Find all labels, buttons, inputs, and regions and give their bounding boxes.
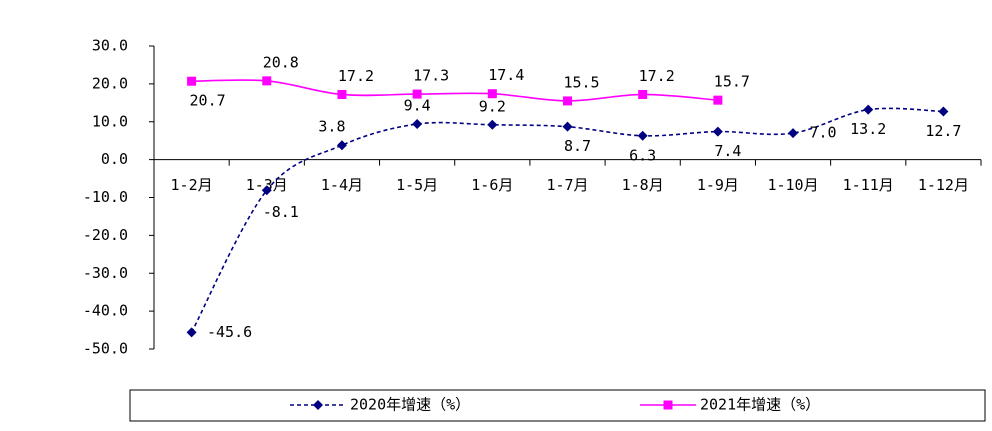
y-tick-label: -30.0 xyxy=(83,264,128,282)
x-tick-label: 1-11月 xyxy=(843,176,894,194)
marker xyxy=(336,140,347,151)
y-tick-label: -10.0 xyxy=(83,188,128,206)
data-label: 13.2 xyxy=(850,120,886,138)
marker xyxy=(938,106,949,117)
marker xyxy=(637,130,648,141)
data-label: 15.7 xyxy=(714,73,750,91)
data-label: 3.8 xyxy=(318,118,345,136)
marker xyxy=(262,76,272,86)
y-tick-label: 10.0 xyxy=(92,112,128,130)
x-tick-label: 1-4月 xyxy=(321,176,363,194)
marker xyxy=(563,96,572,106)
series-line xyxy=(191,79,718,102)
x-tick-label: 1-6月 xyxy=(471,176,513,194)
marker xyxy=(487,89,497,99)
y-tick-label: -40.0 xyxy=(83,302,128,320)
marker xyxy=(412,119,423,130)
x-tick-label: 1-12月 xyxy=(918,176,969,194)
marker xyxy=(713,95,723,105)
data-label: 6.3 xyxy=(629,146,656,164)
y-tick-label: 0.0 xyxy=(101,150,128,168)
marker xyxy=(788,128,799,139)
marker xyxy=(863,104,874,115)
data-label: 17.3 xyxy=(413,67,449,85)
marker xyxy=(562,121,573,132)
legend-label: 2021年增速（%） xyxy=(700,396,820,414)
marker xyxy=(187,76,197,86)
data-label: 7.0 xyxy=(809,124,836,142)
marker xyxy=(337,89,347,99)
marker xyxy=(412,89,422,99)
data-label: 17.2 xyxy=(639,67,675,85)
x-tick-label: 1-2月 xyxy=(171,176,213,194)
legend-label: 2020年增速（%） xyxy=(350,396,470,414)
x-tick-label: 1-5月 xyxy=(396,176,438,194)
data-label: 7.4 xyxy=(714,142,741,160)
legend-box xyxy=(129,389,986,422)
marker xyxy=(261,185,272,196)
marker xyxy=(638,89,648,99)
data-label: 9.4 xyxy=(404,97,431,115)
y-tick-label: 30.0 xyxy=(92,37,128,55)
data-label: 9.2 xyxy=(479,97,506,115)
x-tick-label: 1-8月 xyxy=(622,176,664,194)
data-label: 8.7 xyxy=(564,137,591,155)
marker xyxy=(663,400,673,410)
y-tick-label: -50.0 xyxy=(83,340,128,358)
data-label: -45.6 xyxy=(207,323,252,341)
data-label: 17.4 xyxy=(488,66,524,84)
marker xyxy=(313,400,323,410)
data-label: 12.7 xyxy=(925,122,961,140)
x-tick-label: 1-10月 xyxy=(767,176,818,194)
data-label: 20.7 xyxy=(190,92,226,110)
marker xyxy=(186,327,197,338)
data-label: -8.1 xyxy=(263,203,299,221)
marker xyxy=(712,126,723,137)
data-label: 20.8 xyxy=(263,53,299,71)
x-tick-label: 1-7月 xyxy=(546,176,588,194)
x-tick-label: 1-9月 xyxy=(697,176,739,194)
data-label: 15.5 xyxy=(563,73,599,91)
marker xyxy=(487,119,498,130)
x-tick-label: 1-3月 xyxy=(246,176,288,194)
data-label: 17.2 xyxy=(338,67,374,85)
y-tick-label: -20.0 xyxy=(83,226,128,244)
y-tick-label: 20.0 xyxy=(92,74,128,92)
